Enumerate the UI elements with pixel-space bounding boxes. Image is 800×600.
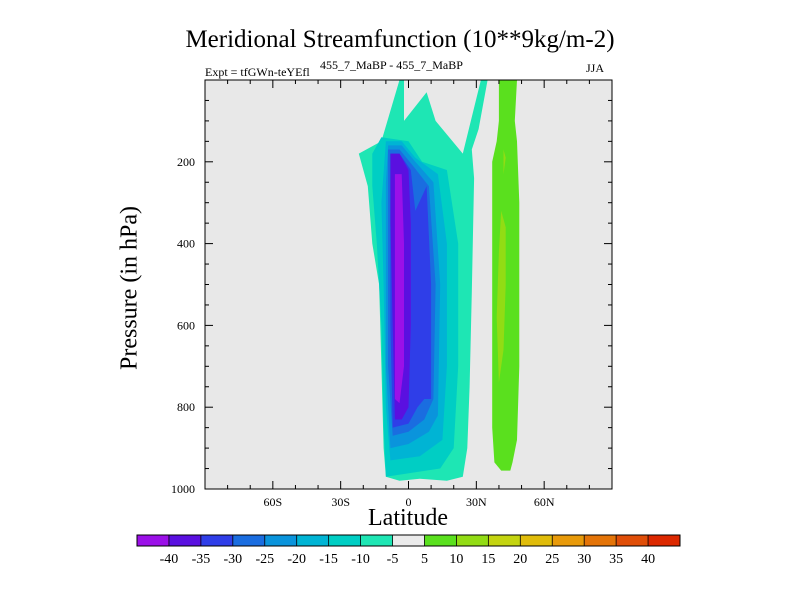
- colorbar-swatch: [584, 535, 617, 546]
- colorbar-label: 30: [577, 552, 591, 567]
- colorbar-swatch: [360, 535, 393, 546]
- colorbar-swatch: [296, 535, 329, 546]
- colorbar-label: 25: [545, 552, 559, 567]
- contour-regions: [358, 80, 520, 481]
- colorbar-label: -40: [160, 552, 179, 567]
- lobe-minus-40: [394, 174, 404, 404]
- x-tick-label: 30S: [331, 495, 350, 509]
- chart-title: Meridional Streamfunction (10**9kg/m-2): [185, 26, 615, 53]
- lobe-plus-10-lower: [496, 210, 506, 383]
- colorbar-swatch: [520, 535, 553, 546]
- colorbar-label: 15: [481, 552, 495, 567]
- y-tick-label: 200: [177, 155, 195, 169]
- colorbar-label: 35: [609, 552, 623, 567]
- colorbar-swatch: [392, 535, 425, 546]
- colorbar-label: -20: [287, 552, 306, 567]
- lobe-plus-10: [503, 149, 506, 175]
- colorbar-swatch: [200, 535, 234, 546]
- colorbar-label: -10: [351, 552, 370, 567]
- colorbar-label: 10: [449, 552, 463, 567]
- season-label: JJA: [586, 61, 605, 75]
- colorbar-label: 5: [421, 552, 428, 567]
- colorbar-label: -15: [319, 552, 338, 567]
- colorbar-label: -25: [255, 552, 274, 567]
- colorbar-swatch: [648, 535, 681, 546]
- colorbar-label: -30: [223, 552, 242, 567]
- colorbar-swatch: [616, 535, 649, 546]
- x-tick-label: 60N: [534, 495, 555, 509]
- colorbar-label: -5: [387, 552, 399, 567]
- colorbar-label: 20: [513, 552, 527, 567]
- colorbar-label: 40: [641, 552, 655, 567]
- comparison-label: 455_7_MaBP - 455_7_MaBP: [320, 58, 463, 72]
- colorbar-swatch: [488, 535, 521, 546]
- colorbar-swatch: [424, 535, 457, 546]
- x-tick-label: 0: [406, 495, 412, 509]
- y-tick-label: 600: [177, 318, 195, 332]
- colorbar-swatch: [264, 535, 297, 546]
- colorbar-label: -35: [192, 552, 211, 567]
- x-tick-label: 60S: [263, 495, 282, 509]
- colorbar-swatch: [328, 535, 361, 546]
- colorbar-swatch: [456, 535, 489, 546]
- colorbar: -40 -35 -30 -25 -20 -15 -10 -5 5 10 15 20 25 30 35 40: [136, 534, 681, 567]
- y-tick-label: 1000: [171, 482, 195, 496]
- experiment-label: Expt = tfGWn-teYEfl: [205, 65, 310, 79]
- colorbar-swatch: [552, 535, 585, 546]
- axis-ticks: 60S 30S 0 30N 60N 200 400 600 800 1000: [171, 80, 612, 509]
- x-axis-label: Latitude: [368, 505, 448, 531]
- colorbar-frame: [136, 534, 681, 547]
- y-tick-label: 400: [177, 237, 195, 251]
- colorbar-swatch: [232, 535, 266, 546]
- x-tick-label: 30N: [466, 495, 487, 509]
- colorbar-swatch: [168, 535, 202, 546]
- colorbar-swatch: [137, 535, 170, 546]
- y-tick-label: 800: [177, 400, 195, 414]
